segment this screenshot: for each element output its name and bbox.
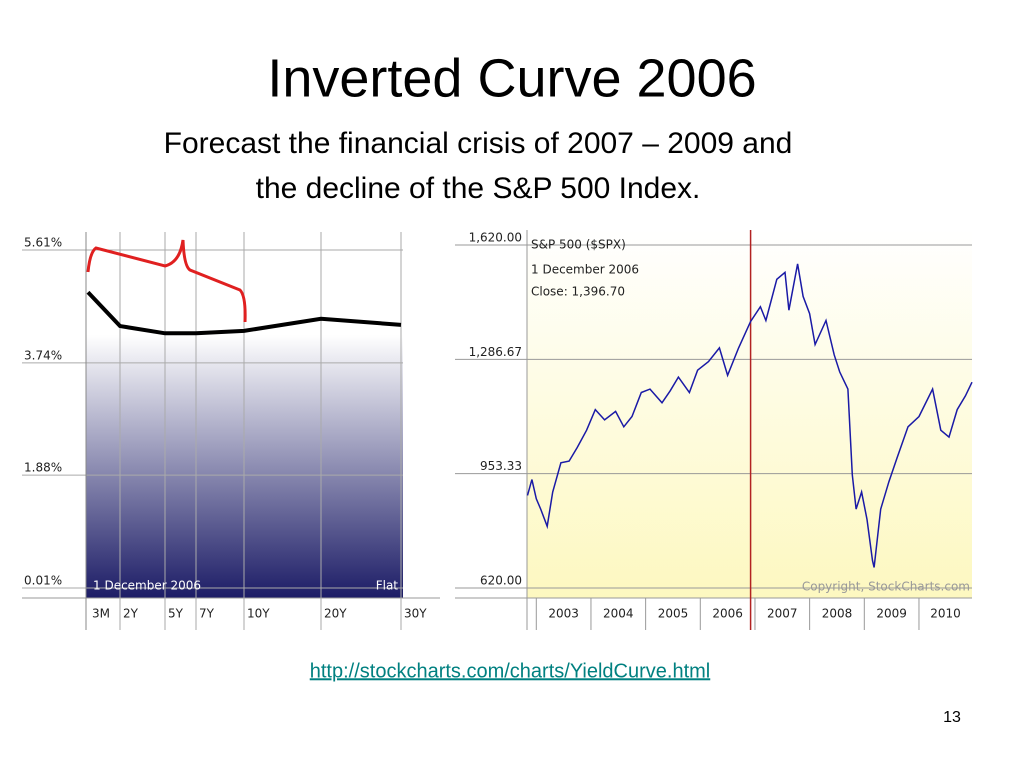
x-tick-label: 5Y bbox=[168, 607, 184, 621]
y-tick-label: 620.00 bbox=[480, 574, 522, 588]
annotation: Flat bbox=[376, 579, 399, 593]
annotation: Close: 1,396.70 bbox=[531, 285, 625, 299]
price-line bbox=[526, 263, 973, 568]
subtitle: the decline of the S&P 500 Index. bbox=[256, 172, 701, 205]
x-tick-label: 2007 bbox=[767, 607, 798, 621]
yield-curve-chart: 5.61% 3.74% 1.88% 0.01% 3M 2Y 5Y 7Y 10Y 20Y 30Y 1 D… bbox=[22, 230, 440, 630]
x-tick-label: 2008 bbox=[822, 607, 853, 621]
x-tick-label: 2005 bbox=[658, 607, 689, 621]
annotation: 1 December 2006 bbox=[531, 263, 639, 277]
x-tick-label: 2003 bbox=[548, 607, 579, 621]
x-tick-label: 2006 bbox=[712, 607, 743, 621]
x-tick-label: 2004 bbox=[603, 607, 634, 621]
annotation: Copyright, StockCharts.com bbox=[802, 580, 970, 594]
x-tick-label: 3M bbox=[92, 607, 110, 621]
x-tick-label: 2009 bbox=[876, 607, 907, 621]
yield-line bbox=[86, 290, 402, 336]
chart-title: S&P 500 ($SPX) bbox=[531, 238, 626, 252]
y-tick-label: 953.33 bbox=[480, 459, 522, 473]
slide-title: Inverted Curve 2006 bbox=[267, 48, 756, 108]
x-tick-label: 2010 bbox=[930, 607, 961, 621]
y-tick-label: 3.74% bbox=[24, 348, 62, 362]
red-bracket bbox=[86, 239, 247, 323]
annotation: 1 December 2006 bbox=[93, 579, 201, 593]
x-tick-label: 30Y bbox=[404, 607, 427, 621]
source-link[interactable]: http://stockcharts.com/charts/YieldCurve… bbox=[310, 660, 711, 682]
x-tick-label: 10Y bbox=[247, 607, 270, 621]
subtitle: Forecast the financial crisis of 2007 – … bbox=[164, 127, 793, 160]
x-tick-label: 7Y bbox=[199, 607, 215, 621]
x-tick-label: 20Y bbox=[324, 607, 347, 621]
x-tick-label: 2Y bbox=[123, 607, 139, 621]
y-tick-label: 1,620.00 bbox=[469, 231, 522, 245]
page-number: 13 bbox=[943, 709, 961, 726]
y-tick-label: 5.61% bbox=[24, 236, 62, 250]
y-tick-label: 0.01% bbox=[24, 574, 62, 588]
plot-background bbox=[527, 230, 972, 598]
y-tick-label: 1.88% bbox=[24, 461, 62, 475]
y-tick-label: 1,286.67 bbox=[469, 345, 522, 359]
sp500-chart: 620.00 953.33 1,286.67 1,620.00 2003 2004 2005… bbox=[455, 230, 973, 630]
